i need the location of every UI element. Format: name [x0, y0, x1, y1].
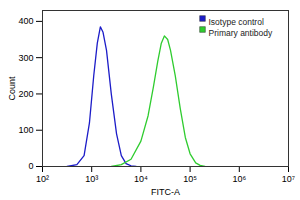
svg-text:Isotype control: Isotype control	[209, 17, 264, 27]
svg-text:10⁴: 10⁴	[134, 174, 148, 184]
svg-text:10⁶: 10⁶	[232, 174, 246, 184]
svg-text:10⁵: 10⁵	[183, 174, 197, 184]
svg-text:0: 0	[28, 161, 33, 171]
svg-text:200: 200	[18, 89, 33, 99]
svg-text:300: 300	[18, 53, 33, 63]
svg-text:Count: Count	[7, 76, 17, 101]
svg-text:10⁷: 10⁷	[282, 174, 295, 184]
svg-text:100: 100	[18, 125, 33, 135]
svg-text:400: 400	[18, 16, 33, 26]
svg-text:10³: 10³	[85, 174, 98, 184]
svg-text:Primary antibody: Primary antibody	[209, 28, 274, 38]
svg-text:10²: 10²	[36, 174, 49, 184]
svg-text:FITC-A: FITC-A	[151, 187, 180, 197]
